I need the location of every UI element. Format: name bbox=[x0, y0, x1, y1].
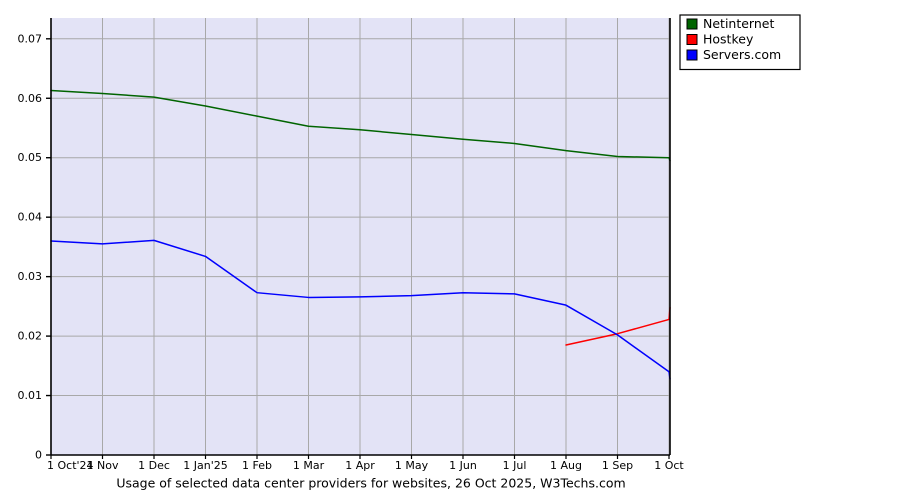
series-line-servers-com bbox=[50, 239, 671, 380]
x-axis-tick-label: 1 Dec bbox=[138, 459, 170, 472]
x-axis-tick-label: 1 Nov bbox=[87, 459, 119, 472]
chart-caption: Usage of selected data center providers … bbox=[116, 476, 625, 491]
x-axis-tick-label: 1 Jul bbox=[503, 459, 527, 472]
legend-label-servers-com: Servers.com bbox=[703, 47, 781, 62]
legend-swatch-hostkey bbox=[686, 34, 698, 45]
legend-box bbox=[679, 14, 801, 71]
y-axis-tick-label: 0.02 bbox=[18, 330, 43, 343]
x-axis-tick-label: 1 Jun bbox=[449, 459, 477, 472]
x-axis-tick-label: 1 Apr bbox=[345, 459, 375, 472]
y-axis-ticks: 0 0.01 0.02 0.03 0.04 0.05 0.06 0.07 bbox=[18, 32, 51, 462]
legend-swatch-servers-com bbox=[686, 49, 698, 61]
x-axis-tick-label: 1 Sep bbox=[602, 459, 633, 472]
legend-label-netinternet: Netinternet bbox=[703, 16, 774, 31]
y-axis-tick-label: 0.04 bbox=[18, 211, 43, 224]
y-axis-tick-label: 0 bbox=[35, 449, 42, 462]
y-axis-tick-label: 0.01 bbox=[18, 389, 43, 402]
y-axis-tick-label: 0.07 bbox=[18, 32, 43, 45]
x-axis-tick-label: 1 Oct bbox=[654, 459, 684, 472]
y-axis-tick-label: 0.03 bbox=[18, 270, 43, 283]
grid-lines bbox=[51, 18, 670, 455]
legend-label-hostkey: Hostkey bbox=[703, 32, 754, 47]
x-axis-ticks: 1 Oct'241 Nov 1 Dec 1 Jan'25 1 Feb 1 Mar 1 Ap… bbox=[47, 455, 684, 472]
x-axis-tick-label: 1 May bbox=[395, 459, 429, 472]
y-axis-tick-label: 0.06 bbox=[18, 92, 43, 105]
x-axis-tick-label: 1 Jan'25 bbox=[183, 459, 227, 472]
x-axis-tick-label: 1 Mar bbox=[293, 459, 325, 472]
legend-swatch-netinternet bbox=[686, 18, 698, 30]
x-axis-tick-label: 1 Oct'24 bbox=[47, 459, 94, 472]
x-axis-tick-label: 1 Feb bbox=[242, 459, 272, 472]
y-axis-tick-label: 0.05 bbox=[18, 151, 43, 164]
series-line-netinternet bbox=[50, 89, 671, 162]
x-axis-tick-label: 1 Aug bbox=[550, 459, 582, 472]
